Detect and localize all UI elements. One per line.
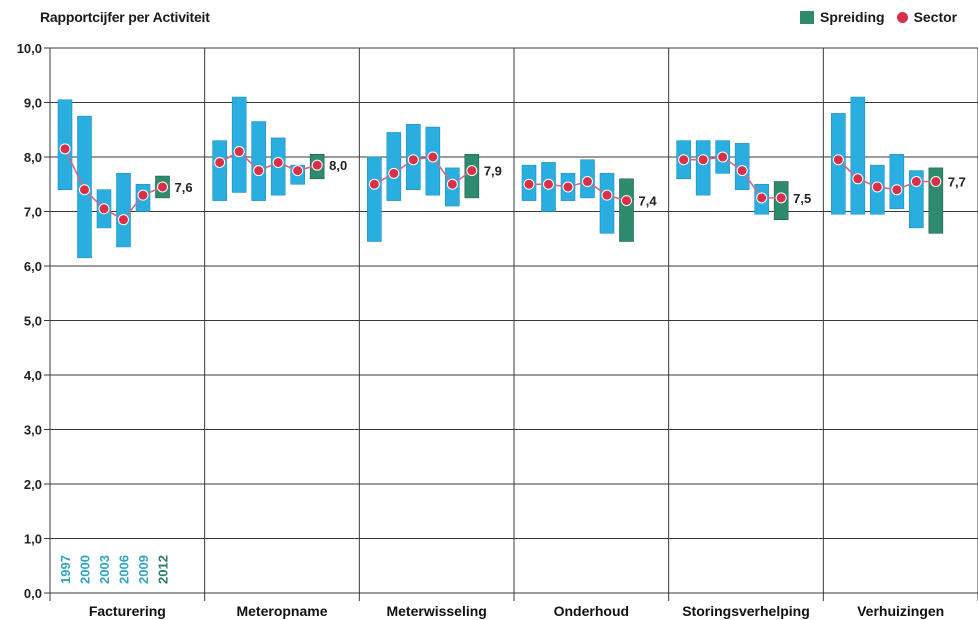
y-tick-label: 10,0 [17,41,42,56]
range-bar [850,96,866,215]
y-tick-label: 8,0 [24,150,42,165]
final-value-label: 7,6 [175,180,193,195]
range-bar [889,153,905,210]
sector-point [214,156,226,168]
y-tick-label: 5,0 [24,314,42,329]
sector-point [446,178,458,190]
legend: Spreiding Sector [800,9,969,25]
sector-point [871,181,883,193]
year-label: 2012 [156,555,171,584]
sector-point [98,203,110,215]
y-tick-label: 9,0 [24,96,42,111]
final-value-label: 7,4 [639,194,658,209]
sector-point [832,154,844,166]
y-tick-label: 1,0 [24,532,42,547]
sector-point [523,178,535,190]
final-value-label: 7,5 [793,191,811,206]
sector-point [311,159,323,171]
range-bar [212,140,227,201]
final-value-label: 7,9 [484,164,502,179]
range-bar [231,96,247,193]
sector-point [272,156,284,168]
y-tick-label: 3,0 [24,423,42,438]
y-tick-label: 6,0 [24,259,42,274]
legend-dot-sector [896,11,908,23]
sector-point [582,176,593,188]
legend-item-sector: Sector [896,9,958,25]
sector-point [233,146,245,158]
sector-point [775,192,787,204]
range-bar [695,140,711,196]
range-bar [116,173,131,248]
chart-title: Rapportcijfer per Activiteit [40,9,210,25]
y-tick-label: 7,0 [24,205,42,220]
sector-point [910,176,922,188]
final-value-label: 7,7 [948,175,966,190]
legend-label-sector: Sector [913,9,958,25]
y-tick-label: 0,0 [24,586,42,601]
sector-point [717,151,729,163]
sector-point [427,151,439,163]
category-label: Meterwisseling [386,603,486,619]
year-label: 1997 [58,555,73,584]
sector-point [891,184,903,196]
sector-point [736,165,748,177]
legend-swatch-spreiding [800,10,814,24]
range-bar [367,156,382,242]
sector-point [368,178,380,190]
year-label: 2006 [117,555,132,584]
y-tick-label: 4,0 [24,368,42,383]
range-bar [386,132,402,201]
sector-point [292,165,304,177]
sector-point [562,181,574,193]
sector-point [407,154,419,166]
sector-point [601,189,613,201]
sector-point [678,154,690,166]
sector-point [697,154,709,166]
category-label: Verhuizingen [857,603,944,619]
year-label: 2003 [97,555,112,584]
sector-point [543,178,554,190]
sector-point [466,165,478,177]
sector-point [79,184,90,196]
sector-point [930,176,942,188]
year-label: 2000 [78,555,93,584]
sector-point [118,214,129,226]
sector-point [137,189,149,201]
sector-point [253,165,265,177]
sector-point [59,143,71,155]
sector-point [756,192,768,204]
category-label: Storingsverhelping [682,603,810,619]
range-bar [251,121,266,201]
sector-point [852,173,864,185]
range-bar-final [619,178,634,242]
legend-label-spreiding: Spreiding [820,9,885,25]
category-label: Meteropname [236,603,327,619]
category-label: Facturering [89,603,166,619]
final-value-label: 8,0 [329,158,347,173]
sector-point [157,181,168,193]
year-label: 2009 [136,555,151,584]
category-label: Onderhoud [554,603,629,619]
range-bar [599,173,615,234]
legend-item-spreiding: Spreiding [800,9,885,25]
y-tick-label: 2,0 [24,477,42,492]
sector-point [388,167,400,179]
sector-point [621,195,632,207]
